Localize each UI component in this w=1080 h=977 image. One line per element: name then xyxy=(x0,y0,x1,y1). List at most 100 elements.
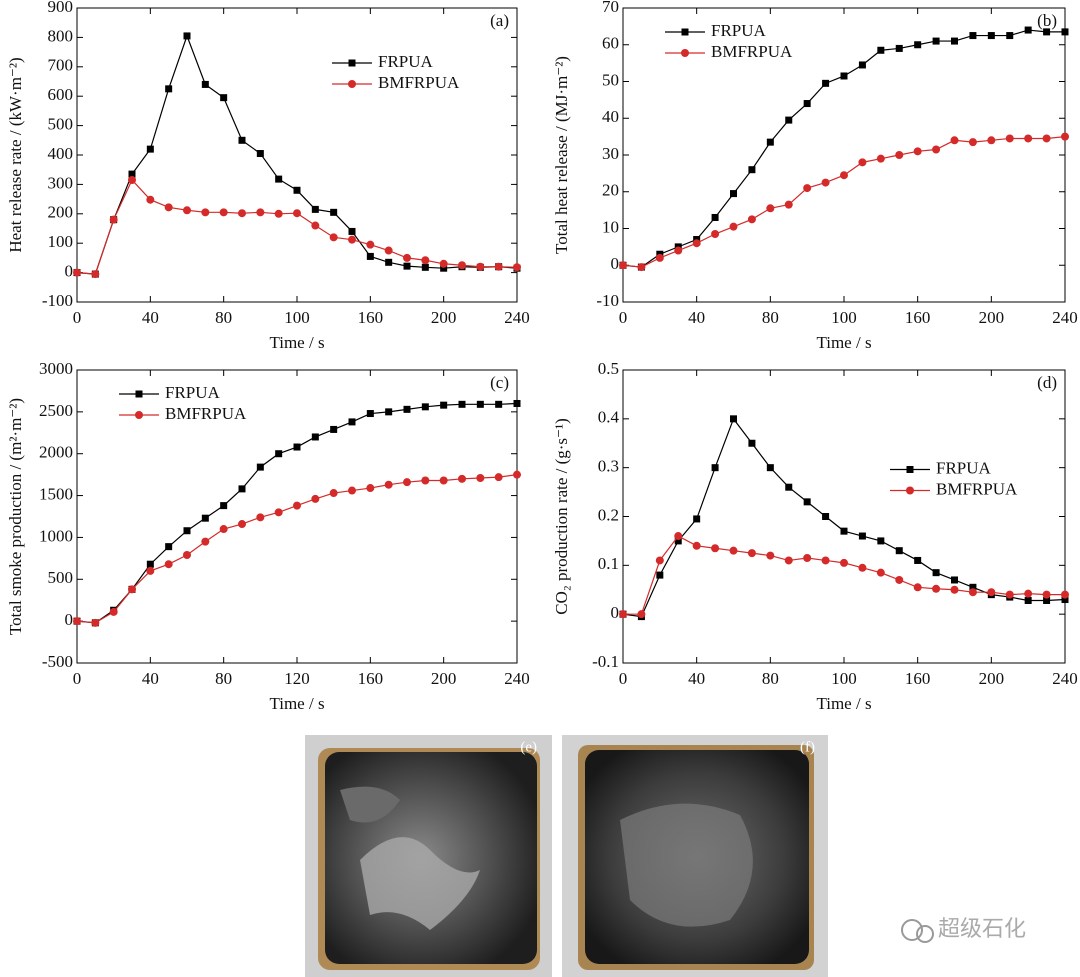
legend-marker xyxy=(135,390,143,398)
y-axis-label: CO₂ production rate / (g·s⁻¹) xyxy=(552,418,571,615)
legend-label: FRPUA xyxy=(711,21,767,40)
x-tick-label: 0 xyxy=(619,308,628,327)
marker xyxy=(637,263,646,272)
marker xyxy=(821,556,830,565)
marker xyxy=(747,215,756,224)
marker xyxy=(385,258,393,266)
y-tick-label: 1500 xyxy=(39,484,73,503)
marker xyxy=(950,136,959,145)
watermark: 超级石化 xyxy=(938,917,1026,942)
legend-label: FRPUA xyxy=(165,383,221,402)
marker xyxy=(950,585,959,594)
marker xyxy=(109,215,118,224)
marker xyxy=(476,262,485,271)
marker xyxy=(366,410,374,418)
photo-label: (f) xyxy=(800,739,815,755)
marker xyxy=(128,175,136,184)
marker xyxy=(403,478,411,487)
marker xyxy=(403,253,411,262)
marker xyxy=(73,617,81,626)
marker xyxy=(840,171,848,180)
marker xyxy=(274,209,283,218)
marker xyxy=(895,44,903,52)
plot-frame xyxy=(622,369,1066,664)
marker xyxy=(458,474,466,483)
x-tick-label: 200 xyxy=(431,669,457,688)
marker xyxy=(766,138,774,146)
marker xyxy=(951,576,958,584)
legend-marker xyxy=(348,80,356,88)
marker xyxy=(348,235,356,244)
marker xyxy=(366,252,374,260)
marker xyxy=(895,575,904,584)
marker xyxy=(1061,28,1069,36)
marker xyxy=(330,425,338,433)
marker xyxy=(637,610,646,619)
marker xyxy=(421,256,430,265)
marker xyxy=(201,514,209,522)
marker xyxy=(987,32,995,40)
y-tick-label: 0.2 xyxy=(598,505,619,524)
marker xyxy=(476,400,484,408)
marker xyxy=(183,206,191,215)
marker xyxy=(146,195,155,204)
marker xyxy=(840,558,848,567)
x-tick-label: 100 xyxy=(284,308,310,327)
y-tick-label: 900 xyxy=(48,0,74,16)
legend-label: BMFRPUA xyxy=(711,42,793,61)
marker xyxy=(146,145,154,153)
marker xyxy=(674,246,683,255)
marker xyxy=(384,246,393,255)
marker xyxy=(494,262,503,271)
marker xyxy=(348,486,356,495)
series-line xyxy=(622,136,1066,268)
marker xyxy=(348,227,356,235)
marker xyxy=(858,158,867,167)
marker xyxy=(421,403,429,411)
marker xyxy=(183,551,191,560)
x-tick-label: 100 xyxy=(831,669,857,688)
plot-frame xyxy=(622,7,1066,303)
photo-label: (e) xyxy=(520,739,537,755)
y-tick-label: 10 xyxy=(602,217,619,236)
chart: 0 40 80 100 160 200 240-0.100.10.20.30.40.5Tim… xyxy=(552,359,1078,713)
x-tick-label: 0 xyxy=(73,669,82,688)
legend-marker xyxy=(906,466,914,473)
marker xyxy=(128,585,136,594)
marker xyxy=(201,208,210,217)
y-tick-label: -500 xyxy=(42,652,73,671)
x-tick-label: 0 xyxy=(619,669,628,688)
marker xyxy=(293,501,301,510)
marker xyxy=(421,476,430,485)
marker xyxy=(439,476,448,485)
marker xyxy=(219,208,228,217)
marker xyxy=(913,147,922,156)
legend-label: BMFRPUA xyxy=(936,479,1018,498)
y-tick-label: 0.4 xyxy=(598,408,620,427)
marker xyxy=(311,221,320,230)
marker xyxy=(692,239,701,248)
marker xyxy=(692,541,701,550)
marker xyxy=(440,264,448,272)
marker xyxy=(895,151,904,159)
y-tick-label: 0 xyxy=(65,610,74,629)
marker xyxy=(311,494,320,503)
y-tick-label: 700 xyxy=(48,56,74,75)
marker xyxy=(840,72,848,80)
marker xyxy=(164,560,173,569)
marker xyxy=(895,547,903,555)
marker xyxy=(914,556,922,564)
marker xyxy=(619,610,627,619)
marker xyxy=(766,464,774,472)
marker xyxy=(968,138,977,147)
marker xyxy=(91,270,100,279)
chart: 0 40 80 120 160 200 240-5000500100015002000250… xyxy=(6,359,530,713)
marker xyxy=(219,525,228,534)
marker xyxy=(1042,134,1051,143)
x-tick-label: 160 xyxy=(358,308,384,327)
series-line xyxy=(76,474,518,624)
y-tick-label: 0.1 xyxy=(598,554,619,573)
marker xyxy=(256,513,265,522)
marker xyxy=(385,408,393,416)
marker xyxy=(311,433,319,441)
